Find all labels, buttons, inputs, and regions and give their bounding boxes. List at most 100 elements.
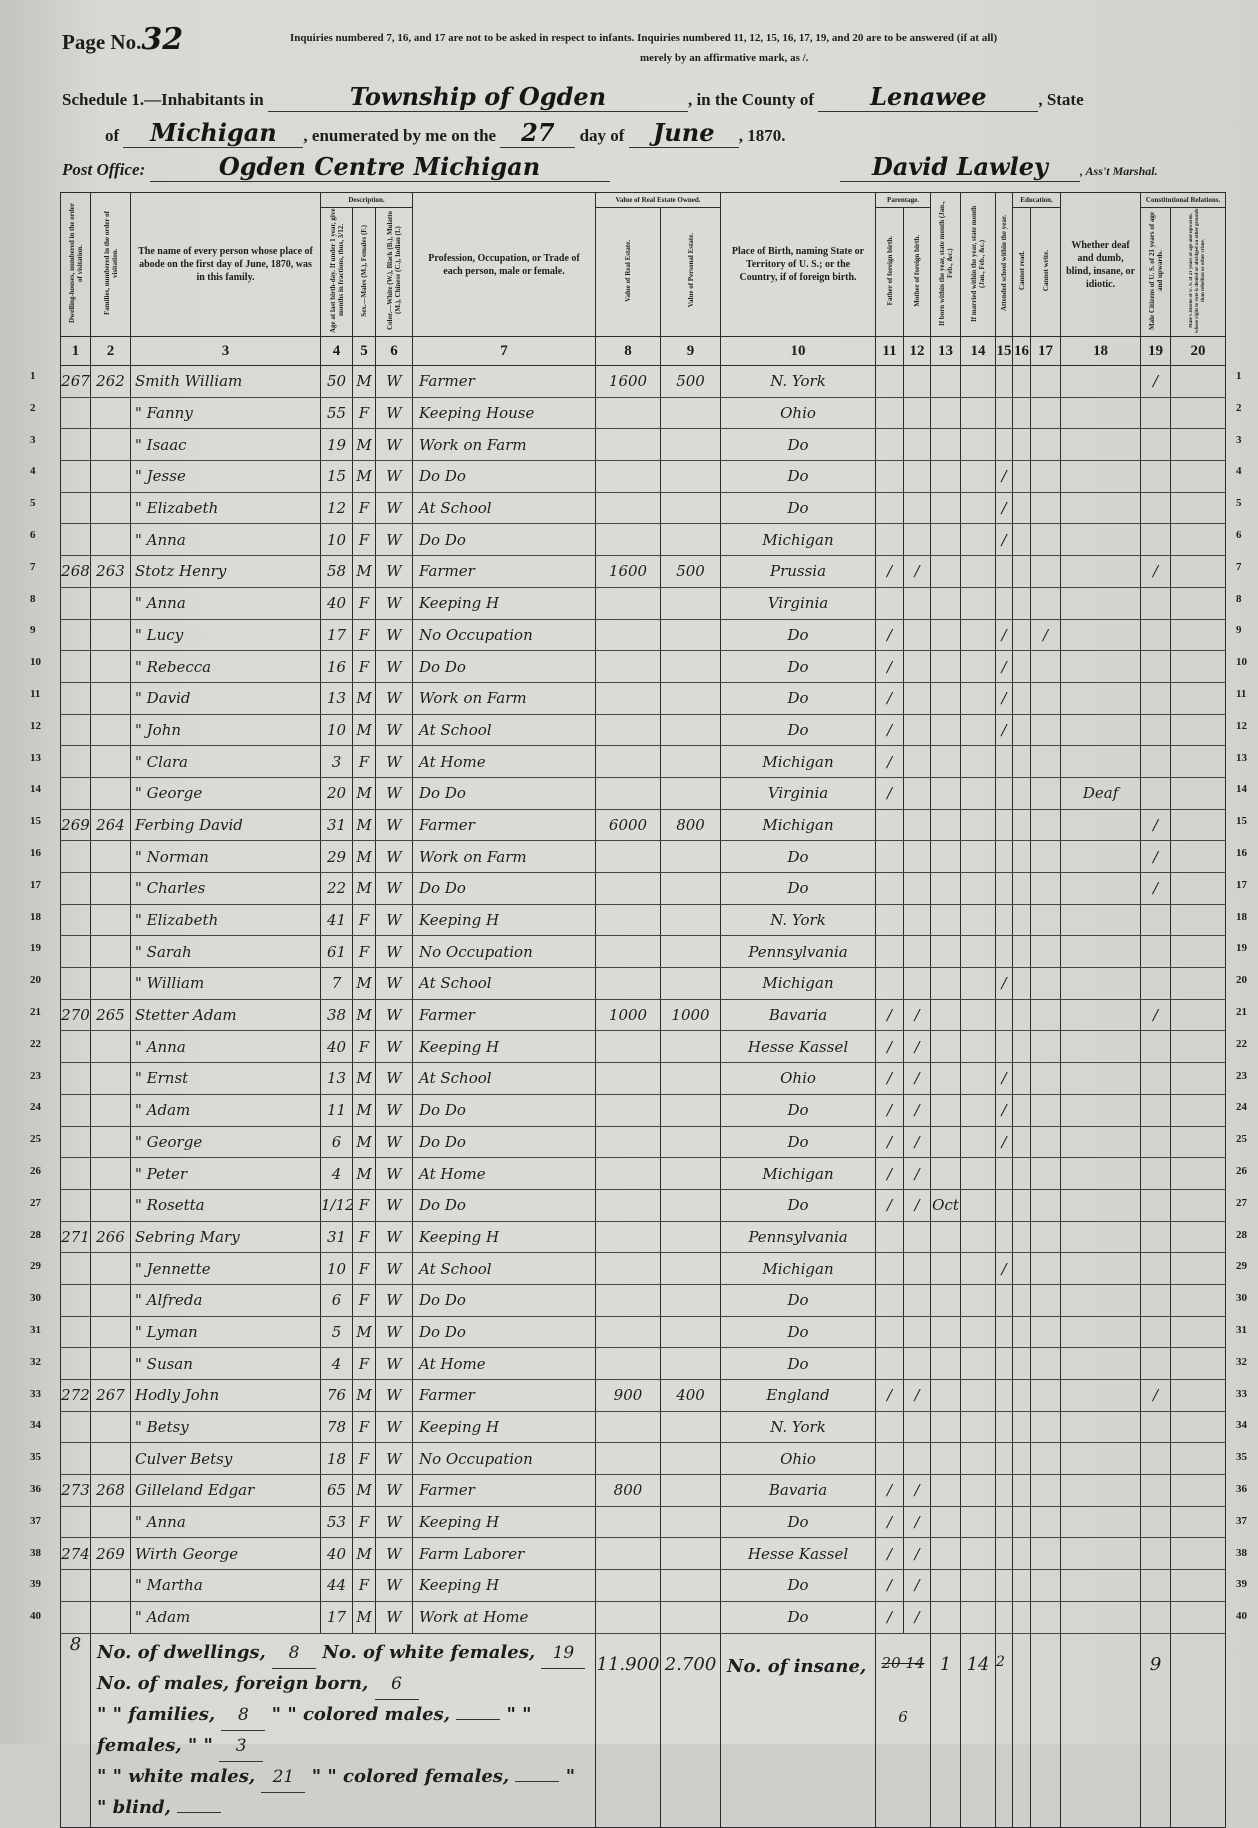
cell-col-19 <box>1140 681 1172 715</box>
line-number-left: 35 <box>30 1451 41 1464</box>
line-number-left: 34 <box>30 1419 41 1432</box>
cell-col-2 <box>90 1093 131 1127</box>
line-number-right: 17 <box>1236 878 1247 891</box>
cell-col-1 <box>60 1252 91 1285</box>
cell-col-4: 11 <box>320 1093 353 1127</box>
cell-col-10: Michigan <box>720 1252 877 1285</box>
cell-col-3: Sebring Mary <box>130 1220 321 1254</box>
cell-col-11: / <box>875 681 905 715</box>
cell-col-15: / <box>995 1093 1014 1127</box>
cell-col-16 <box>1012 776 1032 810</box>
cell-col-20 <box>1170 586 1227 620</box>
cell-col-17 <box>1030 586 1062 620</box>
line-number-right: 4 <box>1236 465 1242 478</box>
line-number-right: 18 <box>1236 910 1247 923</box>
cell-col-1 <box>60 935 91 969</box>
cell-col-12 <box>903 618 932 652</box>
cell-col-9 <box>659 523 722 557</box>
cell-col-9 <box>659 586 722 620</box>
cell-col-4: 13 <box>320 1062 353 1095</box>
group-parentage: Parentage. <box>875 192 932 208</box>
cell-col-5: M <box>352 1093 376 1127</box>
cell-col-11: / <box>875 1093 905 1127</box>
cell-col-11 <box>875 460 905 493</box>
summary-blind <box>177 1811 222 1813</box>
table-row: " George 6 M W Do Do Do / / / <box>60 1125 1227 1159</box>
cell-col-11 <box>875 491 905 525</box>
cell-col-11 <box>875 586 905 620</box>
col-header-17: Cannot write. <box>1030 207 1062 337</box>
cell-col-3: " Anna <box>130 1030 321 1064</box>
column-number-9: 9 <box>659 336 722 366</box>
cell-col-5: M <box>352 1315 376 1349</box>
cell-col-19 <box>1140 618 1172 652</box>
post-office-value: Ogden Centre Michigan <box>149 152 610 182</box>
cell-col-5: F <box>352 650 376 683</box>
line-number-left: 21 <box>30 1006 41 1018</box>
cell-col-9 <box>659 1283 722 1317</box>
cell-col-7: Do Do <box>412 1125 596 1159</box>
cell-col-10: Bavaria <box>720 1474 877 1507</box>
cell-col-1 <box>60 840 91 873</box>
cell-col-18 <box>1060 523 1142 557</box>
cell-col-12 <box>903 1347 932 1380</box>
cell-col-20 <box>1170 1379 1227 1412</box>
cell-col-2 <box>90 586 131 620</box>
cell-col-12: / <box>903 1157 932 1190</box>
cell-col-5: M <box>352 1062 376 1095</box>
cell-col-19 <box>1140 1283 1172 1317</box>
cell-col-17 <box>1030 967 1062 1000</box>
cell-col-8 <box>595 1062 661 1095</box>
cell-col-5: F <box>352 745 376 778</box>
cell-col-13 <box>930 935 962 969</box>
cell-col-20 <box>1170 1283 1227 1317</box>
cell-col-16 <box>1012 1157 1032 1190</box>
cell-col-7: No Occupation <box>412 935 596 969</box>
line-number-right: 34 <box>1236 1419 1247 1432</box>
line-number-right: 27 <box>1236 1196 1247 1209</box>
cell-col-16 <box>1012 618 1032 652</box>
cell-col-12 <box>903 650 932 683</box>
county-value: Lenawee <box>818 82 1039 112</box>
cell-col-4: 53 <box>320 1505 353 1539</box>
cell-col-19 <box>1140 713 1172 747</box>
cell-col-4: 44 <box>320 1569 353 1602</box>
cell-col-18 <box>1060 586 1142 620</box>
table-row: " Rosetta 1/12 F W Do Do Do / / Oct <box>60 1188 1227 1222</box>
cell-col-13 <box>930 1379 962 1412</box>
summary-struck-value: 20 14 <box>881 1653 925 1672</box>
summary-males-foreign: 6 <box>374 1669 419 1700</box>
cell-col-7: Farm Laborer <box>412 1537 596 1571</box>
cell-col-3: " Anna <box>130 586 321 620</box>
col-header-2: Families, numbered in the order of visit… <box>90 192 131 337</box>
cell-col-3: " George <box>130 1125 321 1159</box>
cell-col-14 <box>960 1283 997 1317</box>
cell-col-2 <box>90 650 131 683</box>
cell-col-4: 5 <box>320 1315 353 1349</box>
group-description: Description. <box>320 192 413 208</box>
cell-col-7: No Occupation <box>412 1442 596 1476</box>
cell-col-7: Do Do <box>412 1093 596 1127</box>
line-number-left: 33 <box>30 1387 41 1400</box>
cell-col-8: 1600 <box>595 555 661 588</box>
cell-col-8 <box>595 935 661 969</box>
cell-col-8 <box>595 1315 661 1349</box>
cell-col-17 <box>1030 428 1062 462</box>
cell-col-16 <box>1012 1062 1032 1095</box>
cell-col-4: 19 <box>320 428 353 462</box>
cell-col-18 <box>1060 1062 1142 1095</box>
cell-col-17 <box>1030 1283 1062 1317</box>
column-number-11: 11 <box>875 336 905 366</box>
cell-col-16 <box>1012 1030 1032 1064</box>
cell-col-4: 16 <box>320 650 353 683</box>
cell-col-12 <box>903 681 932 715</box>
cell-col-16 <box>1012 460 1032 493</box>
cell-col-2: 268 <box>90 1474 131 1507</box>
line-number-left: 2 <box>30 401 36 414</box>
cell-col-7: Keeping H <box>412 586 596 620</box>
cell-col-4: 17 <box>320 618 353 652</box>
cell-col-10: Do <box>720 428 877 462</box>
cell-col-12 <box>903 776 932 810</box>
schedule-line: Schedule 1.—Inhabitants in Township of O… <box>62 82 1084 112</box>
line-number-left: 3 <box>30 433 36 446</box>
